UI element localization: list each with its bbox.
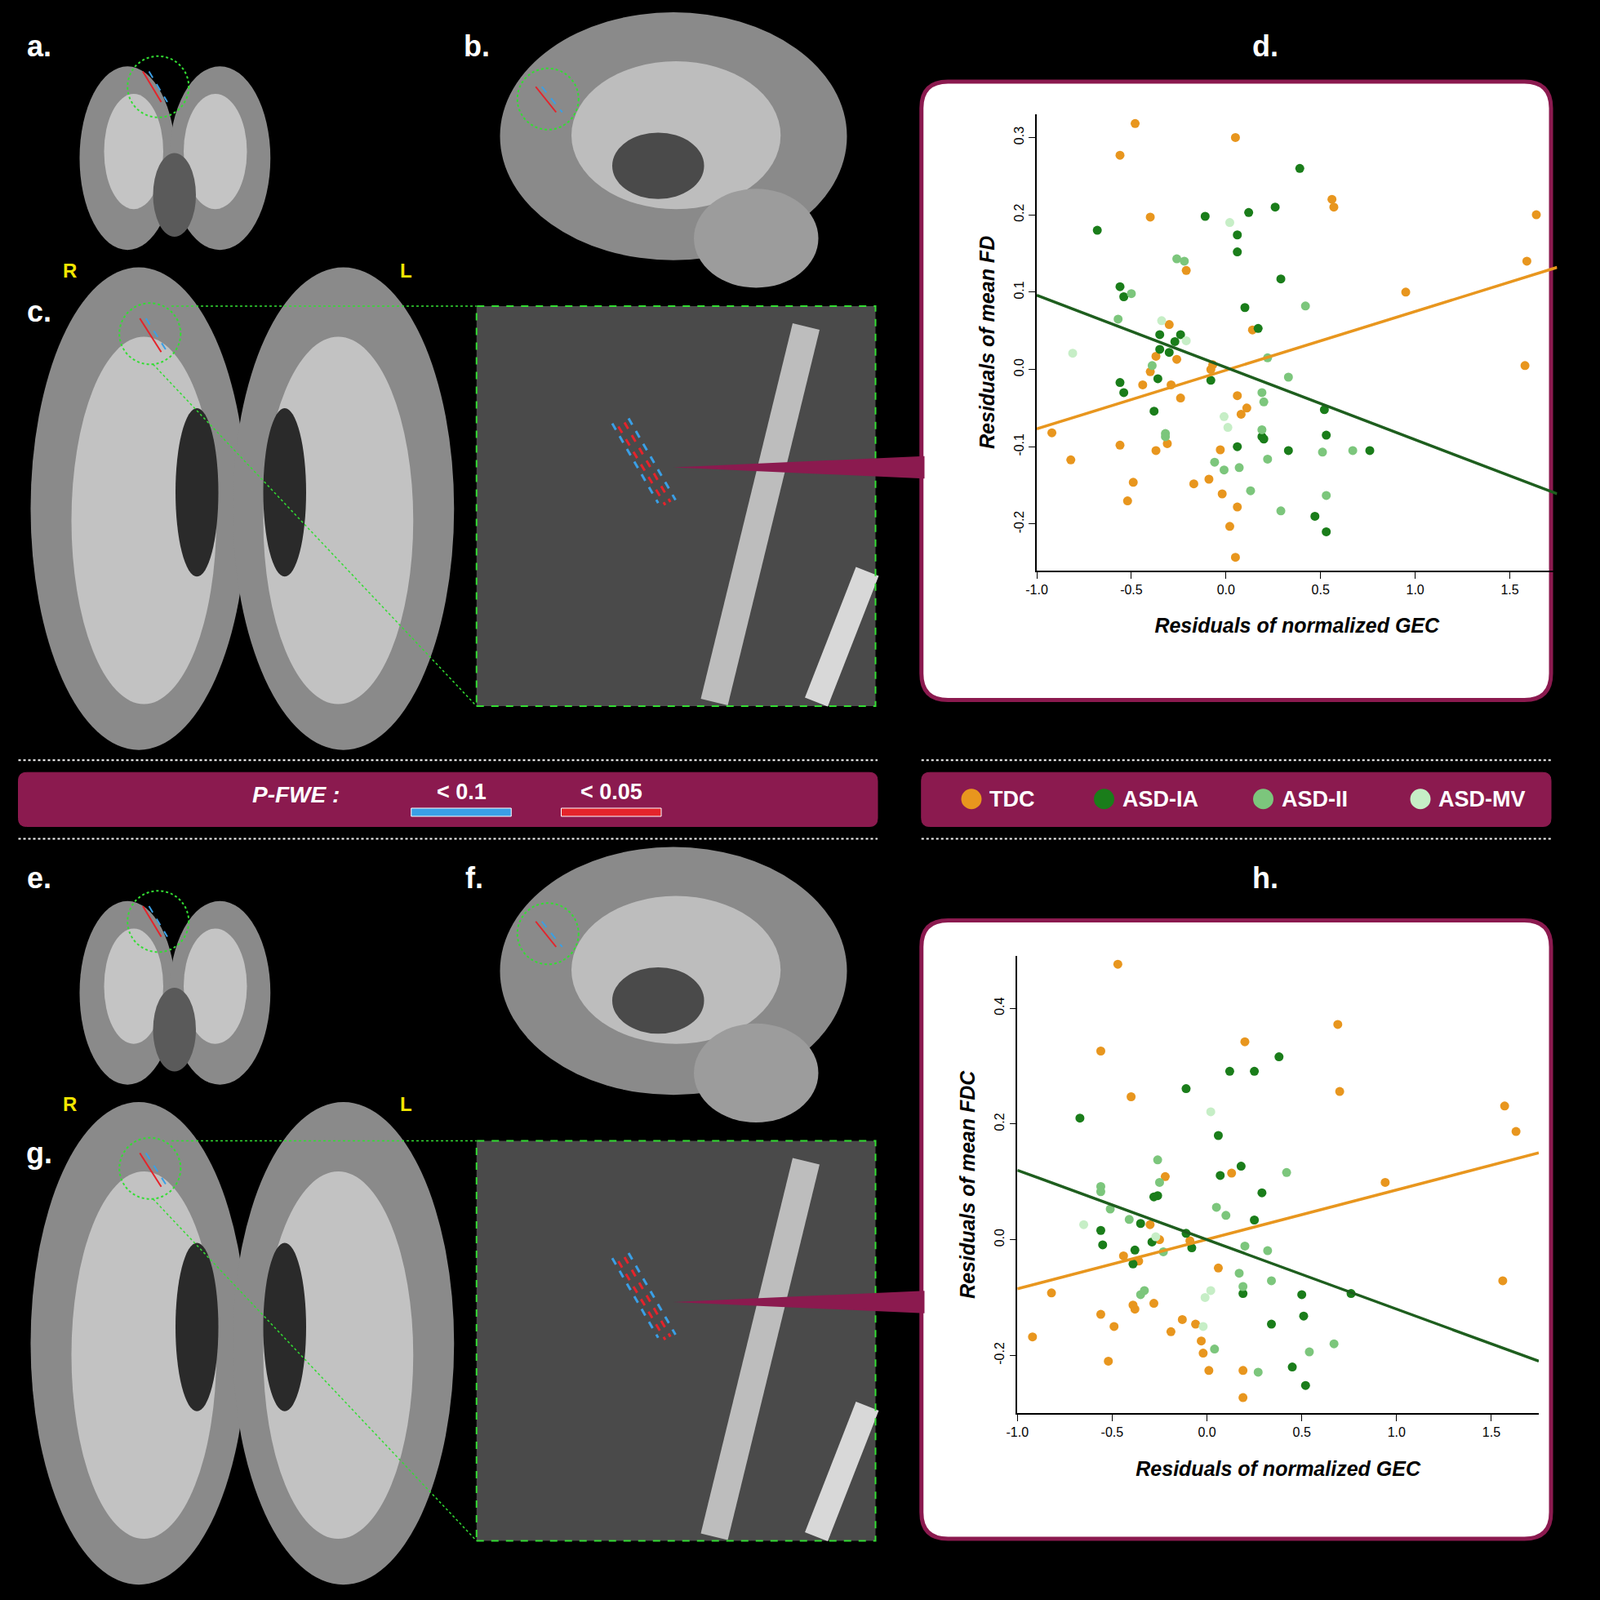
svg-text:0.2: 0.2 xyxy=(1012,203,1027,222)
svg-text:ASD-MV: ASD-MV xyxy=(1438,786,1526,812)
svg-text:TDC: TDC xyxy=(989,786,1036,812)
svg-text:ASD-II: ASD-II xyxy=(1281,786,1348,812)
svg-text:0.4: 0.4 xyxy=(992,996,1007,1015)
svg-text:-0.5: -0.5 xyxy=(1101,1425,1125,1440)
svg-text:-1.0: -1.0 xyxy=(1005,1425,1029,1440)
svg-text:0.0: 0.0 xyxy=(992,1228,1007,1247)
svg-text:P-FWE :: P-FWE : xyxy=(252,782,340,808)
svg-text:-0.2: -0.2 xyxy=(992,1342,1007,1365)
svg-text:e.: e. xyxy=(26,861,52,895)
svg-text:a.: a. xyxy=(26,29,52,63)
svg-text:Residuals of mean FD: Residuals of mean FD xyxy=(975,235,999,449)
svg-text:< 0.1: < 0.1 xyxy=(436,779,487,805)
svg-text:-0.5: -0.5 xyxy=(1120,582,1143,597)
svg-text:1.0: 1.0 xyxy=(1387,1425,1406,1440)
svg-text:0.5: 0.5 xyxy=(1293,1425,1312,1440)
svg-text:1.5: 1.5 xyxy=(1500,582,1519,597)
svg-text:1.0: 1.0 xyxy=(1406,582,1425,597)
svg-text:0.2: 0.2 xyxy=(992,1112,1007,1131)
svg-text:Residuals of normalized GEC: Residuals of normalized GEC xyxy=(1154,613,1440,637)
svg-text:1.5: 1.5 xyxy=(1482,1425,1501,1440)
svg-text:c.: c. xyxy=(26,294,52,329)
svg-text:h.: h. xyxy=(1252,861,1279,895)
svg-text:d.: d. xyxy=(1252,29,1279,63)
svg-text:Residuals of mean FDC: Residuals of mean FDC xyxy=(955,1070,979,1299)
svg-text:-1.0: -1.0 xyxy=(1025,582,1049,597)
svg-text:< 0.05: < 0.05 xyxy=(580,779,643,805)
svg-text:R: R xyxy=(62,1093,77,1116)
svg-text:0.0: 0.0 xyxy=(1197,1425,1216,1440)
svg-text:Residuals of normalized GEC: Residuals of normalized GEC xyxy=(1135,1457,1422,1480)
svg-text:0.0: 0.0 xyxy=(1012,358,1027,377)
svg-text:g.: g. xyxy=(26,1136,53,1170)
svg-text:R: R xyxy=(62,259,77,282)
svg-text:ASD-IA: ASD-IA xyxy=(1122,786,1199,812)
svg-text:0.5: 0.5 xyxy=(1311,582,1330,597)
svg-text:-0.2: -0.2 xyxy=(1012,511,1027,534)
svg-text:-0.1: -0.1 xyxy=(1012,433,1027,457)
svg-text:0.0: 0.0 xyxy=(1217,582,1236,597)
svg-text:L: L xyxy=(400,259,413,282)
svg-text:f.: f. xyxy=(465,861,484,895)
svg-text:0.3: 0.3 xyxy=(1012,126,1027,145)
svg-text:0.1: 0.1 xyxy=(1012,280,1027,299)
svg-text:b.: b. xyxy=(463,29,490,63)
svg-text:L: L xyxy=(400,1093,413,1116)
